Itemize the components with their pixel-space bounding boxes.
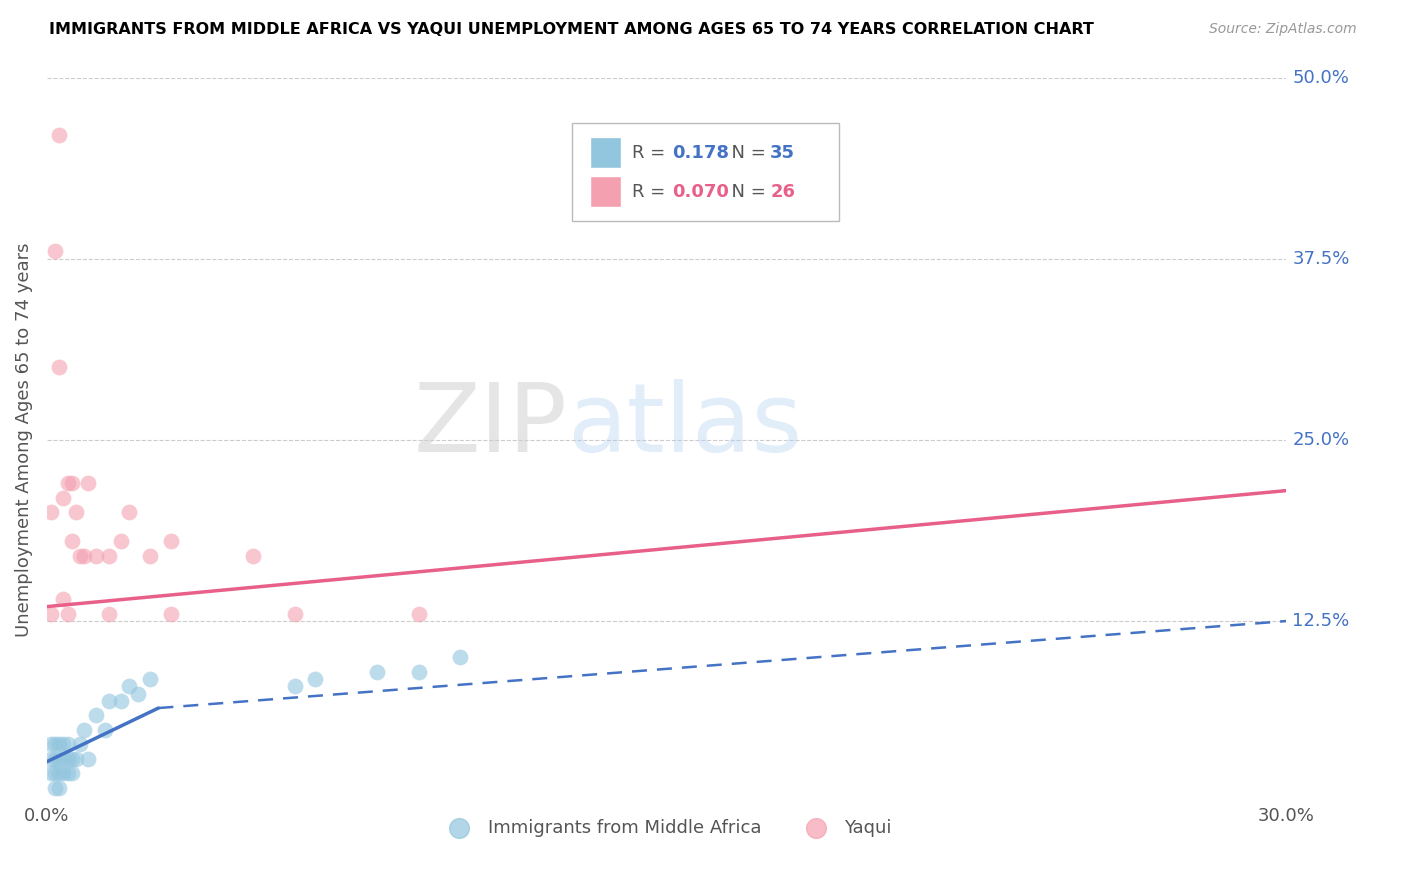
- Point: [44, 244, 66, 259]
- Text: 26: 26: [770, 183, 796, 201]
- Point: [39, 752, 62, 766]
- Point: [56, 766, 79, 780]
- Point: [139, 672, 162, 686]
- Point: [48, 737, 70, 751]
- Point: [52, 592, 75, 607]
- Point: [60, 766, 83, 780]
- Point: [56, 752, 79, 766]
- Text: 0.178: 0.178: [672, 144, 728, 161]
- Point: [48, 360, 70, 375]
- Text: R =: R =: [633, 183, 671, 201]
- Point: [97, 607, 120, 621]
- Point: [86, 549, 108, 563]
- Point: [39, 766, 62, 780]
- Point: [73, 549, 96, 563]
- Point: [284, 679, 307, 693]
- Point: [408, 665, 430, 679]
- Point: [159, 607, 181, 621]
- Point: [118, 679, 141, 693]
- Point: [73, 723, 96, 737]
- Text: R =: R =: [633, 144, 671, 161]
- Point: [304, 672, 326, 686]
- Point: [97, 694, 120, 708]
- Point: [60, 752, 83, 766]
- Point: [56, 476, 79, 491]
- Point: [118, 505, 141, 519]
- Point: [44, 752, 66, 766]
- Point: [44, 737, 66, 751]
- Point: [110, 694, 132, 708]
- Point: [77, 476, 100, 491]
- Point: [48, 128, 70, 143]
- Point: [60, 476, 83, 491]
- Point: [242, 549, 264, 563]
- Point: [69, 549, 91, 563]
- Point: [139, 549, 162, 563]
- Point: [44, 766, 66, 780]
- Text: 25.0%: 25.0%: [1292, 431, 1350, 449]
- Point: [48, 780, 70, 795]
- Point: [127, 687, 149, 701]
- Point: [159, 534, 181, 549]
- Text: 0.070: 0.070: [672, 183, 728, 201]
- Point: [48, 752, 70, 766]
- Point: [52, 737, 75, 751]
- Point: [39, 505, 62, 519]
- Point: [56, 737, 79, 751]
- Point: [77, 752, 100, 766]
- Point: [93, 723, 115, 737]
- Point: [39, 737, 62, 751]
- Text: ZIP: ZIP: [413, 379, 567, 472]
- Y-axis label: Unemployment Among Ages 65 to 74 years: Unemployment Among Ages 65 to 74 years: [15, 243, 32, 637]
- Text: N =: N =: [720, 144, 770, 161]
- Point: [86, 708, 108, 723]
- Text: Source: ZipAtlas.com: Source: ZipAtlas.com: [1209, 22, 1357, 37]
- Point: [366, 665, 388, 679]
- Point: [97, 549, 120, 563]
- Point: [65, 752, 87, 766]
- Point: [39, 607, 62, 621]
- Point: [48, 766, 70, 780]
- Text: N =: N =: [720, 183, 770, 201]
- Text: IMMIGRANTS FROM MIDDLE AFRICA VS YAQUI UNEMPLOYMENT AMONG AGES 65 TO 74 YEARS CO: IMMIGRANTS FROM MIDDLE AFRICA VS YAQUI U…: [49, 22, 1094, 37]
- Point: [44, 780, 66, 795]
- Point: [284, 607, 307, 621]
- Text: 50.0%: 50.0%: [1292, 69, 1350, 87]
- Point: [110, 534, 132, 549]
- Legend: Immigrants from Middle Africa, Yaqui: Immigrants from Middle Africa, Yaqui: [433, 812, 900, 844]
- Text: 12.5%: 12.5%: [1292, 612, 1350, 630]
- Point: [56, 607, 79, 621]
- Point: [60, 534, 83, 549]
- Point: [449, 650, 471, 665]
- Point: [52, 752, 75, 766]
- Point: [69, 737, 91, 751]
- Text: 35: 35: [770, 144, 796, 161]
- Point: [408, 607, 430, 621]
- Point: [52, 491, 75, 505]
- Text: atlas: atlas: [567, 379, 803, 472]
- Point: [52, 766, 75, 780]
- Text: 37.5%: 37.5%: [1292, 250, 1350, 268]
- Point: [65, 505, 87, 519]
